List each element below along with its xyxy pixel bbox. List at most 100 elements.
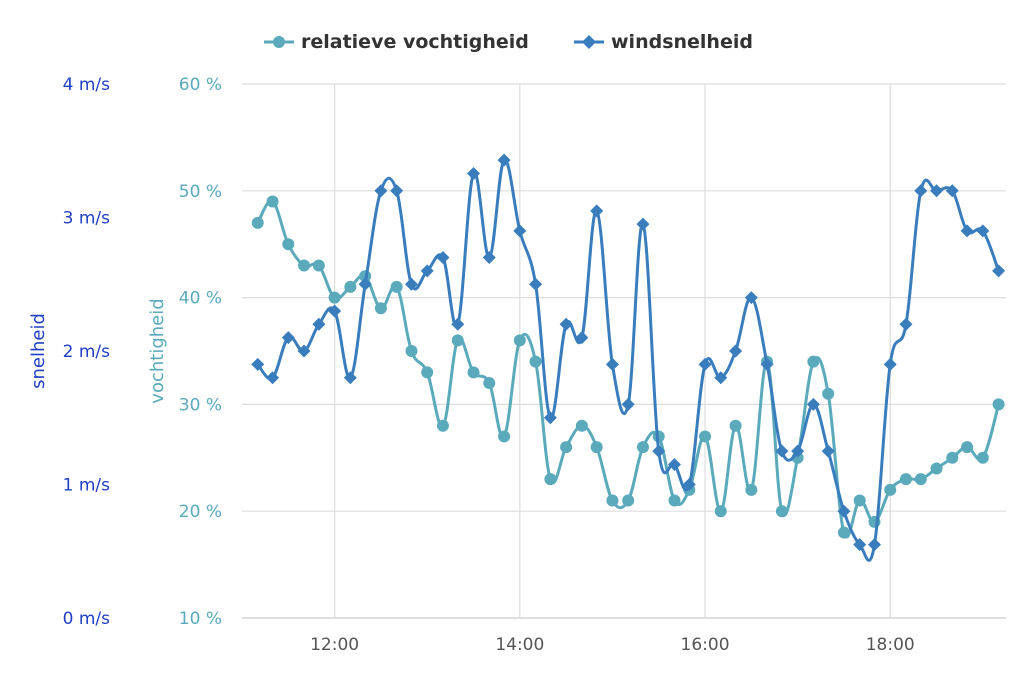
humidity-point[interactable] (251, 216, 264, 229)
humidity-point[interactable] (451, 334, 464, 347)
wind-point[interactable] (281, 331, 295, 345)
wind-point[interactable] (945, 184, 959, 198)
humidity-point[interactable] (544, 473, 557, 486)
wind-point[interactable] (312, 317, 326, 331)
wind-point[interactable] (821, 444, 835, 458)
humidity-point[interactable] (729, 419, 742, 432)
wind-point[interactable] (621, 397, 635, 411)
humidity-point[interactable] (899, 473, 912, 486)
wind-point[interactable] (266, 371, 280, 385)
humidity-point[interactable] (513, 334, 526, 347)
wind-point[interactable] (404, 277, 418, 291)
wind-point[interactable] (343, 371, 357, 385)
humidity-point[interactable] (636, 441, 649, 454)
wind-point[interactable] (744, 291, 758, 305)
wind-point[interactable] (575, 331, 589, 345)
wind-point[interactable] (714, 371, 728, 385)
humidity-point[interactable] (298, 259, 311, 272)
humidity-point[interactable] (405, 345, 418, 357)
humidity-point[interactable] (976, 451, 989, 464)
wind-point[interactable] (729, 344, 743, 358)
wind-point[interactable] (390, 184, 404, 198)
wind-point[interactable] (806, 397, 820, 411)
humidity-point[interactable] (560, 441, 573, 454)
humidity-point[interactable] (436, 419, 449, 432)
x-tick-label: 14:00 (495, 635, 544, 655)
wind-point[interactable] (297, 344, 311, 358)
wind-point[interactable] (667, 457, 681, 471)
wind-point[interactable] (559, 317, 573, 331)
humidity-point[interactable] (498, 430, 511, 443)
humidity-tick-label: 60 % (179, 75, 222, 95)
humidity-point[interactable] (421, 366, 434, 379)
wind-point[interactable] (992, 264, 1006, 278)
wind-point[interactable] (760, 357, 774, 371)
wind-point[interactable] (420, 264, 434, 278)
wind-point[interactable] (374, 184, 388, 198)
wind-point[interactable] (436, 251, 450, 265)
legend-item-wind[interactable]: windsnelheid (574, 31, 753, 53)
wind-point[interactable] (251, 357, 265, 371)
wind-point[interactable] (899, 317, 913, 331)
wind-point[interactable] (328, 304, 342, 318)
wind-point[interactable] (930, 184, 944, 198)
wind-point[interactable] (590, 204, 604, 218)
wind-point[interactable] (652, 444, 666, 458)
legend[interactable]: relatieve vochtigheid windsnelheid (264, 31, 753, 53)
wind-point[interactable] (451, 317, 465, 331)
humidity-point[interactable] (946, 451, 959, 464)
humidity-point[interactable] (529, 355, 542, 368)
humidity-point[interactable] (606, 494, 619, 507)
wind-point[interactable] (883, 357, 897, 371)
humidity-axis-title: vochtigheid (147, 298, 168, 403)
humidity-point[interactable] (992, 398, 1005, 411)
humidity-point[interactable] (714, 505, 727, 518)
legend-item-humidity[interactable]: relatieve vochtigheid (264, 31, 529, 53)
humidity-point[interactable] (745, 483, 758, 496)
humidity-point[interactable] (483, 377, 496, 390)
humidity-point[interactable] (590, 441, 603, 454)
humidity-point[interactable] (961, 441, 974, 454)
humidity-point[interactable] (837, 526, 850, 539)
wind-point[interactable] (682, 478, 696, 491)
wind-point[interactable] (497, 153, 511, 167)
humidity-point[interactable] (344, 280, 357, 293)
wind-point[interactable] (513, 224, 527, 238)
humidity-point[interactable] (884, 483, 897, 496)
wind-point[interactable] (791, 444, 805, 458)
humidity-point[interactable] (282, 238, 295, 251)
wind-point[interactable] (976, 224, 990, 238)
wind-point[interactable] (605, 357, 619, 371)
humidity-point[interactable] (822, 387, 835, 400)
wind-point[interactable] (960, 224, 974, 238)
wind-point[interactable] (853, 538, 867, 552)
wind-point[interactable] (467, 166, 481, 180)
humidity-point[interactable] (775, 505, 788, 518)
humidity-point[interactable] (374, 302, 387, 315)
humidity-point[interactable] (390, 280, 403, 293)
humidity-point[interactable] (807, 355, 820, 368)
humidity-point[interactable] (266, 195, 279, 208)
wind-point[interactable] (775, 444, 789, 458)
humidity-point[interactable] (312, 259, 325, 272)
x-tick-label: 18:00 (866, 635, 915, 655)
wind-point[interactable] (529, 277, 543, 291)
humidity-point[interactable] (668, 494, 681, 507)
speed-tick-label: 4 m/s (63, 75, 111, 95)
humidity-point[interactable] (467, 366, 480, 379)
wind-point[interactable] (837, 504, 851, 518)
wind-point[interactable] (914, 184, 928, 198)
wind-point[interactable] (867, 538, 881, 552)
humidity-point[interactable] (930, 462, 943, 475)
wind-point[interactable] (482, 251, 496, 265)
humidity-point[interactable] (575, 419, 588, 432)
wind-point[interactable] (358, 277, 372, 291)
wind-point[interactable] (698, 357, 712, 371)
humidity-point[interactable] (853, 494, 866, 507)
humidity-point[interactable] (622, 494, 635, 507)
wind-point[interactable] (543, 411, 557, 425)
wind-point[interactable] (636, 217, 650, 231)
humidity-point[interactable] (914, 473, 927, 486)
humidity-point[interactable] (699, 430, 712, 443)
humidity-point[interactable] (328, 291, 341, 304)
